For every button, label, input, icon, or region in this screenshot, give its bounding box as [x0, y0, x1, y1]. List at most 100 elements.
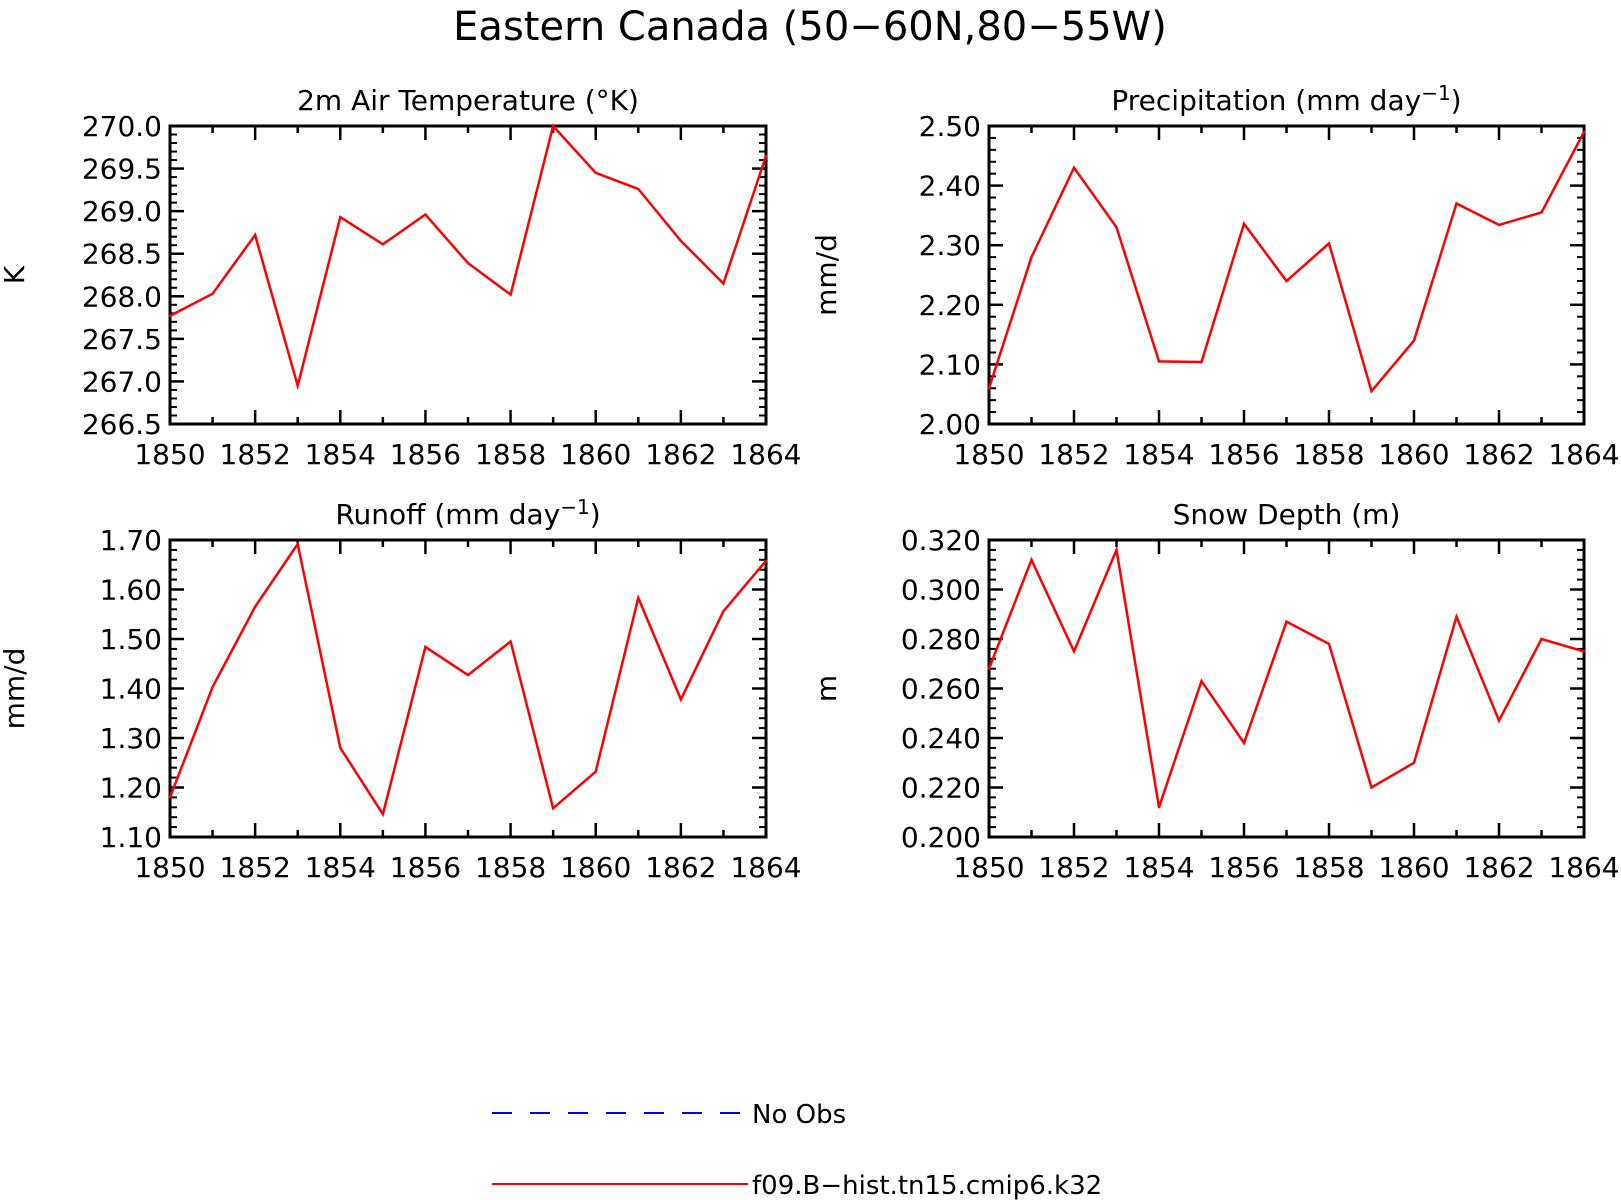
data-point — [1157, 806, 1161, 809]
panel-title-text: Runoff (mm day — [335, 498, 560, 531]
data-point — [1582, 650, 1586, 653]
data-point — [168, 796, 172, 799]
x-tick-label: 1864 — [1548, 438, 1619, 471]
panel-title: Precipitation (mm day−1) — [1111, 81, 1461, 117]
panel-title-close: ) — [590, 498, 601, 531]
y-tick-label: 269.0 — [82, 195, 162, 228]
data-point — [1285, 279, 1288, 283]
data-point — [466, 261, 470, 265]
data-point — [1242, 222, 1246, 225]
y-tick-label: 2.00 — [919, 408, 981, 441]
panel-title-close: ) — [1451, 84, 1462, 117]
x-tick-label: 1852 — [220, 851, 291, 884]
y-tick-label: 2.50 — [919, 110, 981, 143]
x-tick-label: 1862 — [645, 438, 716, 471]
series-line-1 — [987, 131, 1586, 394]
y-axis-label: m — [810, 675, 843, 702]
data-point — [168, 314, 172, 318]
x-tick-label: 1856 — [1208, 851, 1279, 884]
data-point — [679, 239, 683, 243]
data-point — [211, 685, 214, 689]
data-point — [679, 698, 683, 701]
chart-panel-3: Runoff (mm day−1) mm/d 1850 1852 1854 1856 185… — [0, 495, 802, 884]
data-point — [1285, 620, 1288, 623]
y-tick-label: 0.320 — [901, 524, 981, 557]
chart-panels: 2m Air Temperature (°K) K 1850 1852 1854 1856… — [0, 81, 1620, 884]
data-point — [987, 387, 991, 390]
data-point — [1030, 255, 1033, 259]
data-point — [509, 640, 512, 643]
figure-title: Eastern Canada (50−60N,80−55W) — [453, 4, 1167, 50]
x-tick-label: 1858 — [475, 851, 546, 884]
y-tick-label: 1.40 — [100, 673, 162, 706]
data-point — [1200, 679, 1203, 683]
data-point — [1115, 548, 1118, 552]
data-point — [594, 171, 597, 175]
data-point — [1412, 339, 1416, 342]
y-tick-label: 1.30 — [100, 722, 162, 755]
data-point — [594, 770, 597, 773]
y-tick-label: 267.5 — [82, 323, 162, 356]
y-tick-label: 2.10 — [919, 348, 981, 381]
panel-title-text: Precipitation (mm day — [1111, 84, 1421, 117]
series-line-1 — [987, 545, 1585, 808]
data-point — [1497, 719, 1501, 722]
x-tick-label: 1858 — [475, 438, 546, 471]
data-point — [1030, 558, 1033, 561]
data-point — [1455, 202, 1458, 205]
data-point — [1370, 390, 1373, 393]
y-tick-label: 1.10 — [100, 821, 162, 854]
data-point — [1540, 637, 1543, 641]
x-tick-label: 1862 — [1463, 851, 1534, 884]
plot-frame — [168, 538, 768, 839]
data-point — [1412, 761, 1416, 764]
x-tick-label: 1850 — [953, 438, 1024, 471]
plot-frame — [987, 538, 1586, 839]
y-tick-label: 1.70 — [100, 524, 162, 557]
data-point — [1582, 130, 1586, 134]
data-point — [722, 610, 725, 613]
chart-panel-2: Precipitation (mm day−1) mm/d 1850 1852 1854… — [810, 81, 1620, 471]
legend-label-1: No Obs — [752, 1100, 846, 1130]
x-tick-label: 1860 — [560, 438, 631, 471]
data-point — [1115, 226, 1118, 229]
data-point — [509, 293, 512, 296]
x-tick-label: 1854 — [305, 438, 376, 471]
y-tick-label: 0.200 — [901, 821, 981, 854]
data-point — [722, 282, 725, 285]
y-tick-label: 0.240 — [901, 722, 981, 755]
y-tick-label: 267.0 — [82, 365, 162, 398]
data-point — [1497, 223, 1501, 227]
x-tick-label: 1856 — [390, 851, 461, 884]
data-point — [764, 154, 768, 157]
data-point — [424, 645, 427, 649]
data-point — [339, 215, 342, 219]
x-tick-label: 1862 — [645, 851, 716, 884]
panel-title: Runoff (mm day−1) — [335, 495, 600, 531]
panel-title: 2m Air Temperature (°K) — [297, 84, 639, 117]
data-point — [381, 813, 385, 816]
data-point — [339, 746, 342, 750]
x-tick-label: 1858 — [1293, 438, 1364, 471]
x-tick-label: 1864 — [1548, 851, 1619, 884]
y-tick-label: 2.20 — [919, 289, 981, 322]
data-point — [637, 187, 640, 191]
y-tick-label: 269.5 — [82, 153, 162, 186]
panel-title: Snow Depth (m) — [1173, 498, 1401, 531]
data-point — [466, 673, 470, 677]
y-tick-label: 1.20 — [100, 772, 162, 805]
y-tick-label: 268.0 — [82, 280, 162, 313]
data-point — [637, 596, 640, 600]
data-point — [551, 807, 555, 810]
y-tick-label: 2.30 — [919, 229, 981, 262]
data-point — [1200, 360, 1203, 364]
data-point — [1455, 615, 1458, 618]
y-tick-label: 266.5 — [82, 408, 162, 441]
panel-title-text: Snow Depth (m) — [1173, 498, 1401, 531]
data-point — [296, 542, 299, 546]
data-point — [296, 384, 299, 387]
data-point — [211, 292, 214, 295]
series-line-1 — [168, 540, 767, 818]
panel-title-superscript: −1 — [1421, 81, 1450, 105]
